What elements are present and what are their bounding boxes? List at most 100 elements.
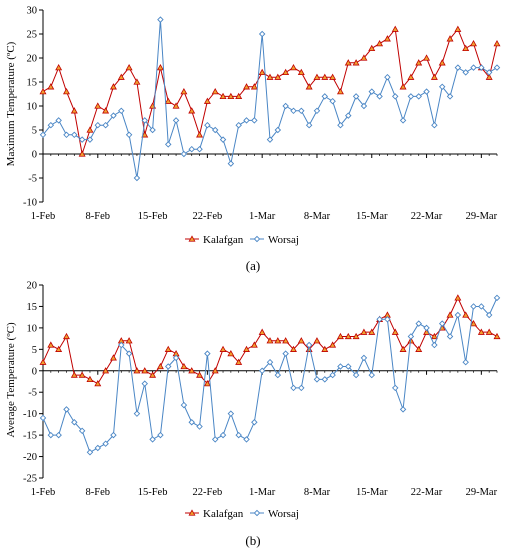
data-point-worsaj [462, 69, 469, 76]
data-point-worsaj [133, 174, 141, 182]
data-point-worsaj [376, 316, 383, 323]
data-point-kalafgan [352, 59, 360, 66]
data-point-kalafgan [86, 126, 94, 133]
data-point-kalafgan [368, 328, 376, 335]
data-point-worsaj [78, 427, 86, 435]
data-point-worsaj [298, 107, 305, 115]
data-point-kalafgan [344, 332, 352, 340]
data-point-worsaj [368, 88, 375, 95]
data-point-kalafgan [297, 68, 305, 76]
data-point-kalafgan [360, 54, 368, 61]
data-point-worsaj [204, 121, 211, 129]
data-point-kalafgan [243, 83, 250, 90]
data-point-kalafgan [172, 102, 180, 109]
data-point-worsaj [251, 419, 258, 426]
x-tick-label: 1-Mar [249, 211, 276, 222]
series-kalafgan [39, 294, 501, 387]
data-point-kalafgan [376, 39, 384, 47]
legend-marker-triangle [188, 235, 196, 242]
data-point-worsaj [196, 145, 203, 153]
data-point-worsaj [305, 121, 313, 129]
data-point-worsaj [118, 107, 125, 115]
data-point-kalafgan [94, 102, 102, 109]
data-point-worsaj [392, 93, 399, 100]
y-tick-label: -5 [28, 174, 37, 185]
y-tick-label: -15 [23, 431, 37, 442]
data-point-worsaj [274, 126, 282, 134]
panel-a-axes [42, 10, 497, 202]
y-tick-label: 0 [32, 150, 37, 161]
series-line-worsaj [42, 297, 498, 453]
data-point-kalafgan [470, 319, 477, 327]
data-point-kalafgan [109, 354, 117, 361]
data-point-worsaj [485, 311, 493, 319]
data-point-worsaj [149, 436, 156, 443]
data-point-worsaj [431, 121, 438, 129]
data-point-kalafgan [47, 83, 55, 90]
data-point-kalafgan [149, 371, 157, 378]
data-point-kalafgan [462, 311, 470, 318]
data-point-worsaj [290, 384, 297, 392]
data-point-kalafgan [164, 345, 172, 352]
data-point-worsaj [266, 136, 274, 143]
data-point-kalafgan [336, 332, 344, 340]
data-point-worsaj [446, 93, 454, 100]
data-point-kalafgan [125, 63, 133, 71]
data-point-worsaj [211, 126, 219, 134]
data-point-worsaj [493, 64, 501, 71]
panel-a-series [39, 16, 501, 182]
panel-a-y-ticks: -10 -5 0 5 10 15 20 25 30 [23, 6, 43, 209]
data-point-kalafgan [125, 337, 133, 344]
data-point-worsaj [102, 440, 109, 447]
data-point-worsaj [78, 136, 86, 143]
panel-b-y-ticks: -25 -20 -15 -10 -5 0 5 10 15 20 [23, 281, 43, 485]
data-point-worsaj [165, 363, 172, 370]
y-tick-label: 20 [27, 54, 38, 65]
panel-b-series [39, 294, 501, 456]
x-tick-label: 1-Feb [31, 487, 56, 498]
data-point-kalafgan [430, 73, 438, 80]
x-tick-label: 22-Feb [193, 211, 223, 222]
data-point-worsaj [94, 444, 102, 452]
data-point-worsaj [243, 436, 250, 443]
data-point-worsaj [118, 341, 125, 349]
data-point-worsaj [305, 341, 313, 349]
y-tick-label: 5 [32, 345, 37, 356]
data-point-worsaj [446, 333, 454, 340]
x-tick-label: 1-Mar [249, 487, 276, 498]
data-point-kalafgan [423, 54, 431, 61]
data-point-worsaj [431, 341, 438, 349]
data-point-worsaj [55, 117, 62, 124]
data-point-kalafgan [141, 367, 149, 374]
data-point-kalafgan [321, 345, 329, 352]
y-tick-label: 30 [27, 6, 38, 17]
data-point-kalafgan [235, 358, 243, 365]
data-point-worsaj [47, 431, 55, 439]
x-tick-label: 8-Mar [304, 487, 331, 498]
data-point-worsaj [470, 303, 477, 310]
data-point-kalafgan [86, 375, 94, 382]
data-point-worsaj [313, 376, 321, 383]
y-tick-label: 15 [27, 78, 38, 89]
data-point-kalafgan [368, 44, 376, 52]
data-point-kalafgan [219, 345, 227, 352]
data-point-kalafgan [438, 59, 446, 66]
data-point-kalafgan [329, 341, 337, 348]
data-point-kalafgan [258, 68, 266, 76]
data-point-worsaj [360, 354, 368, 362]
data-point-worsaj [282, 350, 289, 357]
data-point-worsaj [55, 431, 62, 439]
data-point-kalafgan [243, 345, 250, 352]
x-tick-label: 22-Mar [411, 487, 443, 498]
data-point-worsaj [149, 126, 156, 134]
data-point-worsaj [329, 371, 336, 379]
data-point-worsaj [243, 117, 250, 124]
data-point-worsaj [438, 83, 446, 91]
data-point-worsaj [392, 384, 399, 392]
data-point-kalafgan [188, 107, 196, 114]
x-tick-label: 15-Feb [138, 211, 168, 222]
data-point-worsaj [384, 73, 391, 81]
y-tick-label: -25 [23, 474, 37, 485]
data-point-worsaj [258, 30, 266, 38]
data-point-worsaj [165, 141, 172, 148]
